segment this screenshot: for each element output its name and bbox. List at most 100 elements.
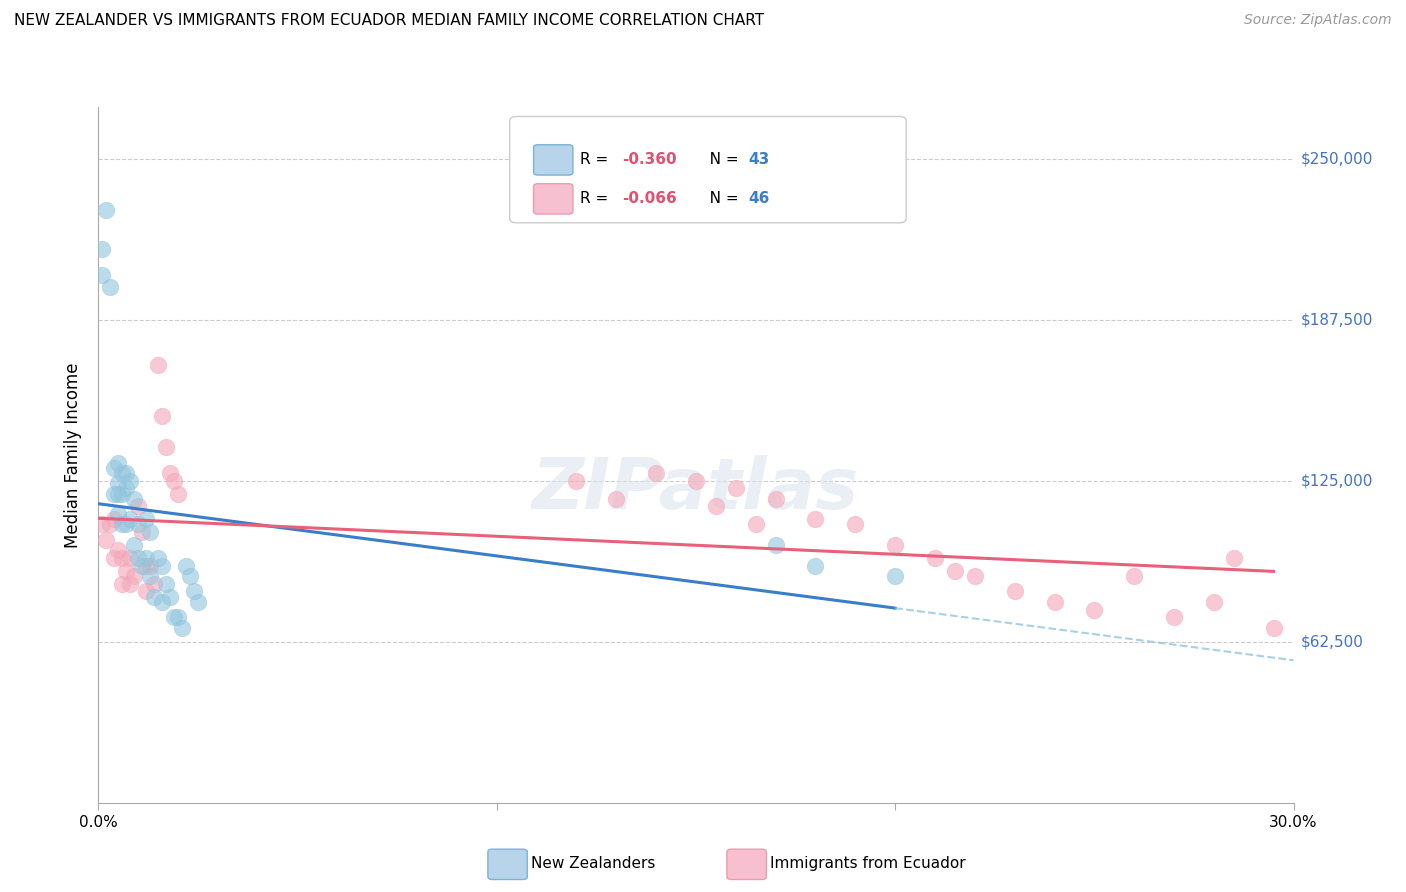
Point xyxy=(765,538,787,552)
Point xyxy=(98,280,122,294)
Point xyxy=(107,486,129,500)
Point xyxy=(704,500,727,514)
Point xyxy=(115,564,138,578)
Point xyxy=(107,507,129,521)
Point xyxy=(124,538,146,552)
Point xyxy=(124,569,146,583)
Point xyxy=(111,551,134,566)
Text: Immigrants from Ecuador: Immigrants from Ecuador xyxy=(770,856,966,871)
Point xyxy=(172,621,194,635)
Point xyxy=(1163,610,1185,624)
Point xyxy=(1263,621,1285,635)
Point xyxy=(159,466,181,480)
Point xyxy=(183,584,205,599)
Point xyxy=(96,203,118,218)
Point xyxy=(111,576,134,591)
Point xyxy=(1004,584,1026,599)
Point xyxy=(115,466,138,480)
Point xyxy=(150,595,173,609)
Point xyxy=(98,517,122,532)
Point xyxy=(804,512,827,526)
Point xyxy=(120,474,142,488)
Point xyxy=(107,476,129,491)
Point xyxy=(167,486,190,500)
Point xyxy=(724,482,747,496)
Text: $125,000: $125,000 xyxy=(1301,473,1372,488)
Point xyxy=(107,543,129,558)
Text: Source: ZipAtlas.com: Source: ZipAtlas.com xyxy=(1244,13,1392,28)
Point xyxy=(159,590,181,604)
Point xyxy=(1083,602,1105,616)
Point xyxy=(605,491,627,506)
Point xyxy=(135,558,157,573)
Point xyxy=(685,474,707,488)
Text: ZIPatlas: ZIPatlas xyxy=(533,455,859,524)
Point xyxy=(139,525,162,540)
Point xyxy=(131,525,153,540)
Point xyxy=(163,610,186,624)
Point xyxy=(127,551,149,566)
Point xyxy=(155,576,177,591)
Text: -0.360: -0.360 xyxy=(621,153,676,168)
Point xyxy=(187,595,209,609)
Point xyxy=(155,440,177,454)
Text: N =: N = xyxy=(695,192,744,206)
Point xyxy=(115,517,138,532)
Point xyxy=(131,558,153,573)
Point xyxy=(150,409,173,424)
Point xyxy=(565,474,588,488)
Point xyxy=(844,517,866,532)
Point xyxy=(127,500,149,514)
Point xyxy=(91,242,114,256)
Point xyxy=(148,551,170,566)
Point xyxy=(645,466,668,480)
Point xyxy=(148,358,170,372)
Point xyxy=(91,517,114,532)
Point xyxy=(174,558,197,573)
Point xyxy=(884,569,907,583)
Point xyxy=(943,564,966,578)
Text: 43: 43 xyxy=(748,153,770,168)
Point xyxy=(1123,569,1146,583)
Point xyxy=(139,558,162,573)
Point xyxy=(924,551,946,566)
Point xyxy=(96,533,118,547)
Point xyxy=(1202,595,1225,609)
Text: R =: R = xyxy=(581,192,613,206)
Point xyxy=(150,558,173,573)
Point xyxy=(135,512,157,526)
Point xyxy=(179,569,201,583)
Point xyxy=(135,551,157,566)
Y-axis label: Median Family Income: Median Family Income xyxy=(65,362,83,548)
Point xyxy=(115,482,138,496)
Point xyxy=(745,517,768,532)
Point xyxy=(765,491,787,506)
Text: $187,500: $187,500 xyxy=(1301,312,1372,327)
Point xyxy=(135,584,157,599)
Point xyxy=(120,576,142,591)
Text: R =: R = xyxy=(581,153,613,168)
Point xyxy=(127,517,149,532)
Point xyxy=(91,268,114,282)
Point xyxy=(963,569,986,583)
Point xyxy=(167,610,190,624)
Point xyxy=(143,576,166,591)
Text: NEW ZEALANDER VS IMMIGRANTS FROM ECUADOR MEDIAN FAMILY INCOME CORRELATION CHART: NEW ZEALANDER VS IMMIGRANTS FROM ECUADOR… xyxy=(14,13,765,29)
Point xyxy=(111,466,134,480)
Point xyxy=(111,517,134,532)
Point xyxy=(804,558,827,573)
Point xyxy=(1043,595,1066,609)
Text: New Zealanders: New Zealanders xyxy=(531,856,655,871)
Text: N =: N = xyxy=(695,153,744,168)
Point xyxy=(111,486,134,500)
Point xyxy=(120,512,142,526)
Point xyxy=(1222,551,1246,566)
Point xyxy=(103,512,125,526)
Point xyxy=(143,590,166,604)
Point xyxy=(103,460,125,475)
Point xyxy=(107,456,129,470)
Text: $250,000: $250,000 xyxy=(1301,151,1372,166)
Point xyxy=(103,551,125,566)
Text: -0.066: -0.066 xyxy=(621,192,676,206)
Text: 46: 46 xyxy=(748,192,770,206)
